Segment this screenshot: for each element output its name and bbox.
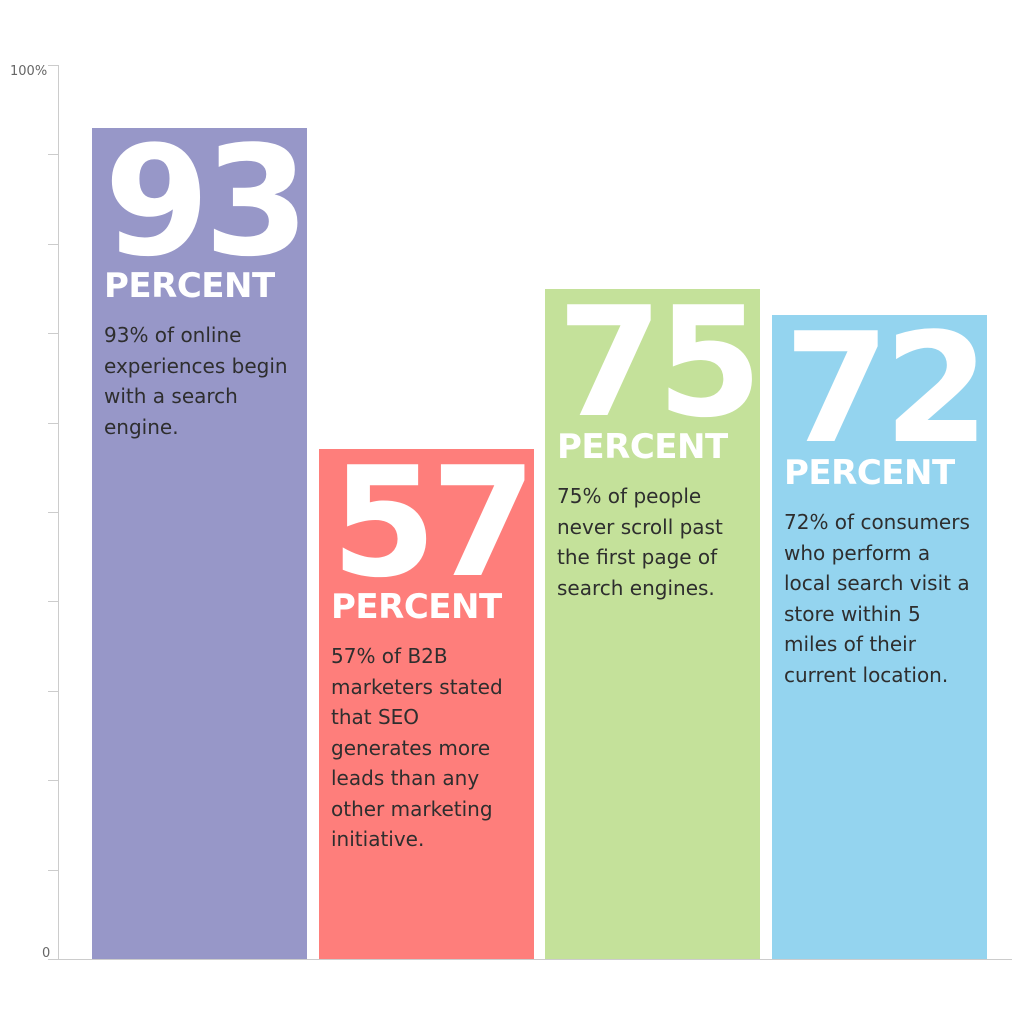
bar-93: 93 PERCENT 93% of online experiences begin… [92,128,307,959]
bar-57: 57 PERCENT 57% of B2B marketers stated tha… [319,449,534,959]
bar-value-label: 93 [104,128,307,290]
bar-72: 72 PERCENT 72% of consumers who perform a … [772,315,987,959]
bar-value-label: 75 [557,289,760,451]
bar-unit-label: PERCENT [784,453,955,493]
bar-description: 57% of B2B marketers stated that SEO gen… [331,644,503,851]
y-axis-bottom-label: 0 [42,946,51,961]
bar-description: 72% of consumers who perform a local sea… [784,510,970,687]
bar-description: 93% of online experiences begin with a s… [104,323,288,439]
bar-unit-label: PERCENT [557,427,728,467]
bar-unit-label: PERCENT [331,587,502,627]
bar-value-label: 72 [784,315,987,477]
bar-value-label: 57 [331,449,534,611]
bar-unit-label: PERCENT [104,266,275,306]
y-axis-top-label: 100% [10,64,48,79]
bar-description: 75% of people never scroll past the firs… [557,484,723,600]
bar-75: 75 PERCENT 75% of people never scroll past… [545,289,760,959]
